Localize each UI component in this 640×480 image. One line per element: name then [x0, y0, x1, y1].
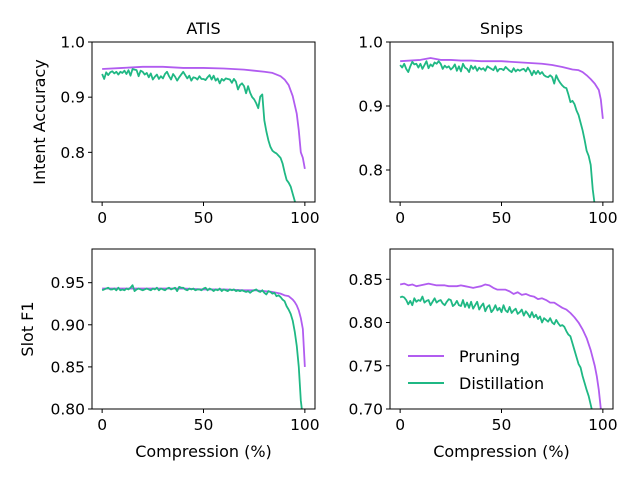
x-tick-label: 100: [290, 209, 320, 227]
x-tick-label: 50: [492, 416, 512, 434]
tick-layer: 0 50 100 0.80 0.85 0.90 0.95: [50, 274, 319, 434]
y-tick-label: 1.0: [358, 34, 383, 52]
series-line-distillation: [399, 295, 593, 409]
panel-snips-intent: Snips 0 50 100 0.8 0.9 1.0: [358, 19, 617, 227]
x-tick-label: 100: [290, 416, 320, 434]
plot-frame: [389, 248, 614, 410]
legend-label-distillation: Distillation: [459, 374, 544, 393]
x-tick-label: 50: [194, 209, 214, 227]
y-tick-label: 1.0: [60, 34, 85, 52]
y-tick-label: 0.80: [348, 314, 383, 332]
legend-label-pruning: Pruning: [459, 347, 520, 366]
series-layer: [101, 284, 306, 409]
plot-frame: [91, 41, 316, 203]
y-tick-label: 0.8: [60, 144, 85, 162]
panel-atis-intent: ATIS Intent Accuracy 0 50 100 0.8 0.9 1.0: [30, 19, 320, 228]
x-tick-label: 100: [588, 209, 618, 227]
plot-frame: [389, 41, 614, 203]
x-tick-label: 0: [97, 416, 107, 434]
y-axis-label: Intent Accuracy: [30, 59, 49, 185]
series-line-distillation: [101, 284, 303, 409]
y-tick-label: 0.9: [358, 98, 383, 116]
legend: Pruning Distillation: [408, 347, 544, 393]
y-tick-label: 0.85: [50, 358, 85, 376]
series-layer: [399, 282, 602, 409]
series-layer: [101, 65, 306, 202]
panel-title: ATIS: [186, 19, 220, 38]
x-axis-label: Compression (%): [135, 442, 272, 461]
x-tick-label: 0: [395, 209, 405, 227]
series-line-pruning: [102, 287, 306, 367]
series-line-distillation: [399, 60, 596, 202]
panel-title: Snips: [480, 19, 523, 38]
y-tick-label: 0.75: [348, 357, 383, 375]
tick-layer: 0 50 100 0.8 0.9 1.0: [60, 34, 319, 228]
tick-layer: 0 50 100 0.8 0.9 1.0: [358, 34, 617, 228]
y-tick-label: 0.85: [348, 271, 383, 289]
y-tick-label: 0.90: [50, 316, 85, 334]
x-tick-label: 50: [492, 209, 512, 227]
tick-layer: 0 50 100 0.70 0.75 0.80 0.85: [348, 271, 617, 434]
panel-atis-slot: Slot F1 Compression (%) 0 50 100 0.80 0.85 0.…: [18, 248, 320, 461]
series-line-pruning: [400, 57, 604, 119]
x-axis-label: Compression (%): [433, 442, 570, 461]
x-tick-label: 0: [97, 209, 107, 227]
x-tick-label: 50: [194, 416, 214, 434]
y-axis-label: Slot F1: [18, 301, 37, 356]
y-tick-label: 0.8: [358, 162, 383, 180]
y-tick-label: 0.70: [348, 401, 383, 419]
series-line-pruning: [399, 282, 602, 409]
x-tick-label: 100: [588, 416, 618, 434]
y-tick-label: 0.9: [60, 89, 85, 107]
series-line-pruning: [102, 65, 306, 170]
x-tick-label: 0: [395, 416, 405, 434]
y-tick-label: 0.80: [50, 401, 85, 419]
panel-snips-slot: Compression (%) 0 50 100 0.70 0.75 0.80 0.85 P…: [348, 248, 618, 461]
plot-frame: [91, 248, 316, 410]
y-tick-label: 0.95: [50, 274, 85, 292]
series-line-distillation: [101, 68, 297, 202]
series-layer: [399, 57, 604, 202]
